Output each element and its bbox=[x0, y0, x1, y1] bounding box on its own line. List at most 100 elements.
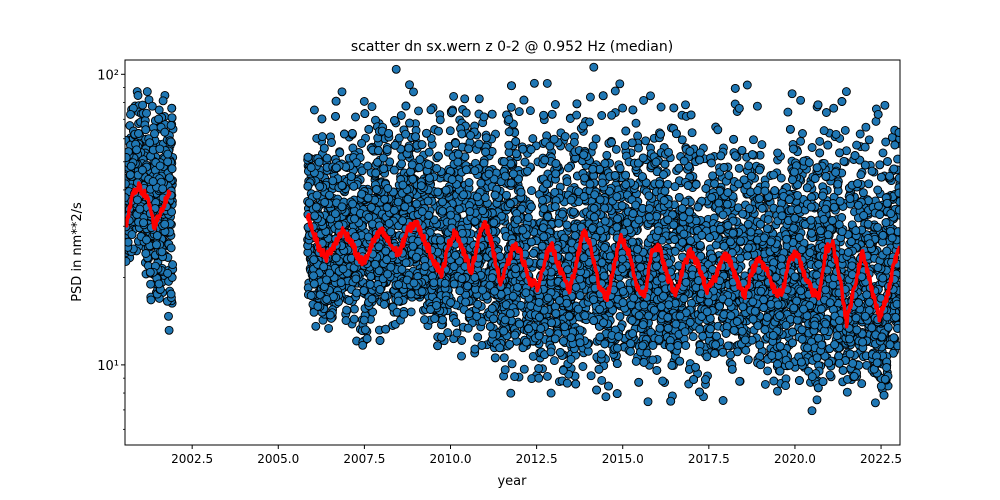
scatter-point bbox=[125, 170, 135, 180]
scatter-point bbox=[506, 102, 516, 112]
scatter-point bbox=[796, 136, 806, 146]
scatter-point bbox=[825, 370, 835, 380]
scatter-point bbox=[519, 364, 529, 374]
scatter-point bbox=[409, 87, 418, 97]
scatter-point bbox=[597, 375, 607, 385]
scatter-point bbox=[322, 153, 332, 163]
scatter-point bbox=[142, 87, 152, 97]
scatter-point bbox=[163, 268, 173, 278]
scatter-point bbox=[880, 100, 890, 110]
scatter-point bbox=[798, 129, 807, 138]
scatter-point bbox=[139, 218, 148, 228]
scatter-point bbox=[460, 94, 470, 104]
scatter-point bbox=[812, 395, 822, 405]
scatter-point bbox=[152, 231, 162, 241]
scatter-point bbox=[718, 396, 728, 405]
scatter-point bbox=[167, 164, 177, 174]
scatter-point bbox=[166, 289, 176, 299]
scatter-point bbox=[769, 170, 778, 180]
scatter-point bbox=[549, 356, 559, 366]
scatter-point bbox=[601, 392, 611, 402]
scatter-point bbox=[126, 161, 136, 171]
scatter-point bbox=[742, 80, 752, 90]
scatter-point bbox=[819, 126, 829, 136]
scatter-point bbox=[154, 279, 164, 289]
scatter-point bbox=[631, 118, 641, 128]
scatter-point bbox=[165, 173, 175, 183]
scatter-point bbox=[607, 110, 617, 120]
scatter-point bbox=[426, 105, 436, 115]
scatter-point bbox=[525, 106, 535, 116]
scatter-point bbox=[146, 279, 156, 289]
scatter-point bbox=[167, 103, 177, 113]
scatter-point bbox=[615, 79, 625, 89]
scatter-point bbox=[166, 243, 176, 253]
scatter-point bbox=[150, 129, 159, 139]
scatter-point bbox=[391, 64, 401, 74]
scatter-point bbox=[164, 311, 173, 321]
scatter-point bbox=[641, 136, 651, 146]
scatter-point bbox=[125, 256, 131, 266]
scatter-point bbox=[158, 96, 168, 106]
scatter-point bbox=[618, 103, 628, 113]
scatter-point bbox=[155, 161, 165, 171]
scatter-point bbox=[141, 125, 151, 135]
scatter-point bbox=[167, 207, 177, 217]
scatter-point bbox=[586, 371, 596, 381]
scatter-point bbox=[405, 80, 414, 90]
scatter-point bbox=[155, 144, 165, 154]
scatter-point bbox=[776, 173, 786, 183]
scatter-point bbox=[646, 91, 655, 101]
scatter-point bbox=[597, 111, 607, 120]
scatter-point bbox=[125, 237, 133, 247]
scatter-point bbox=[852, 140, 862, 150]
scatter-point bbox=[713, 125, 723, 135]
scatter-point bbox=[585, 92, 595, 102]
scatter-point bbox=[710, 349, 720, 358]
scatter-point bbox=[134, 129, 143, 138]
scatter-point bbox=[141, 249, 151, 258]
scatter-point bbox=[167, 113, 177, 123]
scatter-point bbox=[414, 106, 423, 116]
scatter-point bbox=[840, 125, 850, 135]
scatter-point bbox=[610, 86, 620, 96]
scatter-point bbox=[138, 100, 148, 110]
scatter-point bbox=[337, 87, 347, 97]
scatter-point bbox=[757, 140, 767, 150]
scatter-point bbox=[807, 406, 817, 416]
scatter-point bbox=[528, 134, 538, 144]
scatter-point bbox=[126, 109, 135, 119]
scatter-point bbox=[688, 332, 698, 342]
scatter-point bbox=[160, 127, 170, 137]
scatter-point bbox=[643, 397, 653, 407]
scatter-point bbox=[546, 388, 556, 398]
scatter-point bbox=[168, 260, 178, 270]
plot-area bbox=[125, 62, 900, 416]
scatter-point bbox=[656, 102, 666, 112]
scatter-point bbox=[841, 87, 851, 97]
scatter-point bbox=[760, 379, 770, 389]
scatter-point bbox=[864, 179, 874, 189]
scatter-point bbox=[132, 195, 142, 205]
scatter-point bbox=[166, 137, 176, 147]
scatter-point bbox=[145, 138, 155, 148]
scatter-point bbox=[687, 128, 697, 138]
scatter-point bbox=[309, 105, 319, 115]
scatter-point bbox=[125, 153, 131, 162]
scatter-point bbox=[158, 184, 168, 194]
scatter-point bbox=[796, 95, 806, 105]
scatter-point bbox=[664, 147, 673, 157]
scatter-point bbox=[142, 108, 151, 118]
scatter-point bbox=[133, 91, 143, 100]
chart-title: scatter dn sx.wern z 0-2 @ 0.952 Hz (med… bbox=[351, 39, 673, 55]
scatter-point bbox=[160, 219, 170, 229]
scatter-point bbox=[311, 321, 321, 331]
scatter-point bbox=[359, 96, 369, 106]
scatter-point bbox=[142, 235, 151, 245]
scatter-point bbox=[148, 177, 158, 186]
scatter-point bbox=[152, 240, 161, 250]
scatter-point bbox=[163, 149, 173, 159]
scatter-point bbox=[681, 100, 690, 110]
scatter-point bbox=[132, 145, 142, 155]
